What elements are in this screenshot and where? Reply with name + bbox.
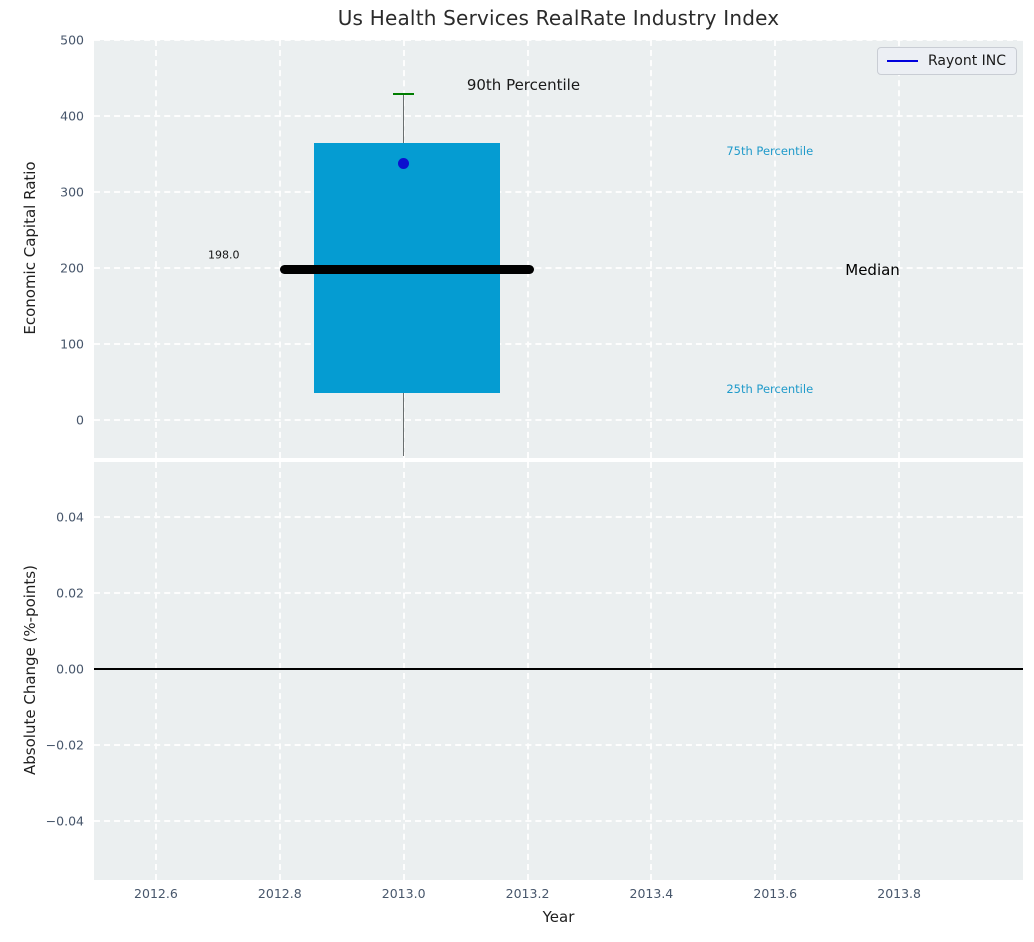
annotation-median-value: 198.0 [207,248,240,262]
gridline-y-500 [94,40,1023,41]
gridline-y-400 [94,115,1023,117]
gridline-x-2013.6 [774,40,777,458]
top-panel: 90th Percentile 75th Percentile Median 25th… [94,40,1023,458]
gridline-x-2013.8 [898,462,901,880]
y-tick-label: 100 [60,336,84,352]
gridline-x-2013.2 [526,40,529,458]
x-tick-label: 2012.6 [134,886,178,901]
y-tick-label: 0.02 [56,585,84,601]
y-tick-label: 500 [60,32,84,48]
median-line [279,265,534,275]
gridline-y-0.04 [94,516,1023,519]
x-tick-label: 2012.8 [257,886,302,901]
gridline-x-2012.8 [278,40,281,458]
y-tick-label: 200 [60,260,84,276]
datapoint-rayont-inc [398,157,410,169]
gridline-y-300 [94,191,1023,193]
annotation-p90-label: 90th Percentile [466,75,581,94]
x-tick-label: 2013.6 [753,886,798,901]
x-tick-label: 2013.2 [505,886,550,901]
gridline-x-2013.6 [774,462,777,880]
legend-label: Rayont INC [928,53,1007,69]
annotation-p25-label: 25th Percentile [726,381,814,396]
bottom-panel [94,462,1023,880]
y-tick-label: 300 [60,184,84,200]
y-tick-label: −0.02 [45,737,84,753]
gridline-y-−0.02 [94,744,1023,747]
gridline-y-−0.04 [94,820,1023,823]
y-tick-label: 0.00 [56,661,84,677]
legend-line-rayont-inc-icon [887,59,918,63]
gridline-x-2012.8 [278,462,281,880]
gridline-x-2013.0 [402,462,405,880]
gridline-y-200 [94,267,1023,269]
y-tick-label: 0.04 [56,509,84,525]
annotation-median-label: Median [845,261,900,280]
x-tick-label: 2013.0 [381,886,426,901]
y-tick-label: 0 [76,412,84,428]
gridline-x-2013.8 [898,40,901,458]
y-tick-label: −0.04 [45,813,84,829]
gridline-x-2013.4 [650,462,653,880]
x-axis-label: Year [542,908,575,926]
gridline-x-2012.6 [154,462,157,880]
gridline-y-100 [94,343,1023,345]
gridline-x-2013.2 [526,462,529,880]
p90-cap [393,92,415,96]
x-tick-label: 2013.4 [629,886,674,901]
y-tick-label: 400 [60,108,84,124]
gridline-x-2013.4 [650,40,653,458]
gridline-x-2012.6 [154,40,157,458]
gridline-y-0.02 [94,592,1023,595]
legend: Rayont INC [877,47,1018,75]
zero-line [94,668,1023,670]
chart-title: Us Health Services RealRate Industry Ind… [337,6,780,30]
x-tick-label: 2013.8 [877,886,921,901]
gridline-y-0 [94,419,1023,421]
annotation-p75-label: 75th Percentile [726,143,814,158]
